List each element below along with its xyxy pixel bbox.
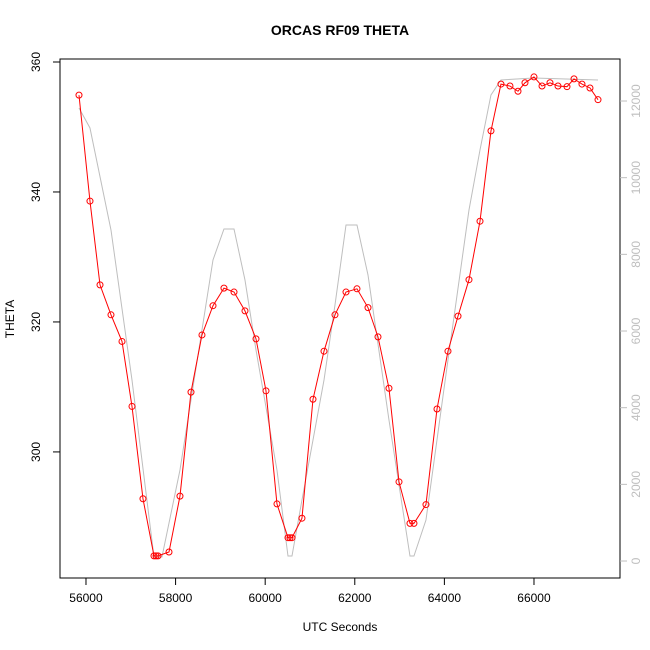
- data-point: [578, 80, 586, 88]
- data-point: [353, 285, 361, 293]
- data-point: [364, 304, 372, 312]
- data-point: [220, 284, 228, 292]
- data-point: [128, 402, 136, 410]
- data-point: [252, 335, 260, 343]
- data-point: [342, 288, 350, 296]
- data-point: [230, 288, 238, 296]
- data-point: [514, 87, 522, 95]
- data-point: [444, 347, 452, 355]
- data-point: [150, 552, 158, 560]
- data-point: [152, 552, 160, 560]
- data-point: [286, 534, 294, 542]
- data-point: [546, 79, 554, 87]
- x-tick-label: 62000: [338, 591, 372, 605]
- x-tick-label: 64000: [428, 591, 462, 605]
- y2-tick-label: 6000: [629, 317, 643, 344]
- data-point: [284, 534, 292, 542]
- data-point: [594, 96, 602, 104]
- data-point: [465, 276, 473, 284]
- data-point: [86, 197, 94, 205]
- data-point: [406, 519, 414, 527]
- data-point: [385, 384, 393, 392]
- data-point: [521, 79, 529, 87]
- data-point: [454, 312, 462, 320]
- data-point: [298, 514, 306, 522]
- chart-title: ORCAS RF09 THETA: [271, 22, 409, 38]
- x-tick-label: 56000: [69, 591, 103, 605]
- data-point: [241, 307, 249, 315]
- data-point: [395, 478, 403, 486]
- y2-tick-label: 4000: [629, 394, 643, 421]
- data-point: [506, 82, 514, 90]
- data-point: [410, 519, 418, 527]
- series-line: [78, 77, 599, 558]
- y-tick-label: 360: [29, 52, 43, 72]
- y2-tick-label: 8000: [629, 241, 643, 268]
- x-tick-label: 66000: [517, 591, 551, 605]
- data-point: [209, 302, 217, 310]
- data-point: [476, 217, 484, 225]
- data-point: [107, 311, 115, 319]
- data-point: [139, 495, 147, 503]
- data-point: [154, 552, 162, 560]
- data-point: [331, 311, 339, 319]
- data-point: [165, 548, 173, 556]
- data-point: [320, 347, 328, 355]
- data-point: [309, 395, 317, 403]
- data-point: [75, 91, 83, 99]
- data-point: [530, 73, 538, 81]
- plot-box: [59, 58, 621, 579]
- data-point: [570, 75, 578, 83]
- y2-tick-label: 10000: [629, 161, 643, 195]
- data-point: [586, 84, 594, 92]
- y2-tick-label: 0: [629, 557, 643, 564]
- data-point: [433, 405, 441, 413]
- data-point: [118, 337, 126, 345]
- series-line: [78, 76, 599, 557]
- data-point: [538, 82, 546, 90]
- y2-tick-label: 12000: [629, 84, 643, 118]
- y2-tick-label: 2000: [629, 471, 643, 498]
- data-point: [422, 501, 430, 509]
- x-tick-label: 60000: [248, 591, 282, 605]
- data-point: [187, 388, 195, 396]
- data-point: [96, 281, 104, 289]
- x-tick-label: 58000: [159, 591, 193, 605]
- y-tick-label: 300: [29, 442, 43, 462]
- data-point: [176, 492, 184, 500]
- x-axis-label: UTC Seconds: [303, 620, 378, 634]
- data-point: [497, 80, 505, 88]
- y-axis-label: THETA: [3, 300, 17, 338]
- data-point: [273, 500, 281, 508]
- data-point: [198, 331, 206, 339]
- data-point: [288, 534, 296, 542]
- y-tick-label: 340: [29, 182, 43, 202]
- data-point: [262, 387, 270, 395]
- y-tick-label: 320: [29, 312, 43, 332]
- data-point: [563, 83, 571, 91]
- data-point: [554, 82, 562, 90]
- data-point: [374, 333, 382, 341]
- data-point: [487, 127, 495, 135]
